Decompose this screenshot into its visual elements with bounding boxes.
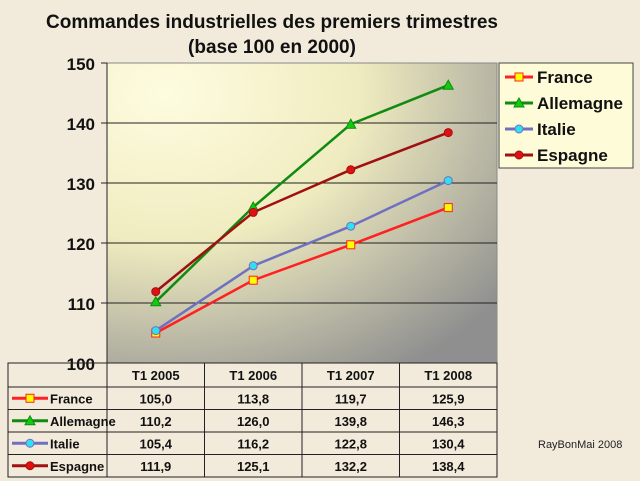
data-label: 105,4 xyxy=(139,436,172,451)
x-tick-label: T1 2006 xyxy=(229,368,277,383)
series-line-espagne xyxy=(154,131,449,293)
data-point-allemagne xyxy=(344,118,357,129)
x-tick-label: T1 2005 xyxy=(132,368,180,383)
credit: RayBonMai 2008 xyxy=(538,439,622,451)
data-point-espagne xyxy=(151,287,161,297)
table-series-label: France xyxy=(50,391,93,406)
data-label: 119,7 xyxy=(335,391,367,406)
data-point-espagne xyxy=(346,165,356,175)
data-label: 116,2 xyxy=(237,436,269,451)
data-point-allemagne xyxy=(513,96,525,108)
data-point-espagne xyxy=(514,150,524,160)
series-line-italie xyxy=(155,179,449,332)
data-point-italie xyxy=(25,438,35,448)
data-label: 110,2 xyxy=(140,414,172,429)
data-point-italie xyxy=(346,221,356,231)
data-point-allemagne xyxy=(149,295,162,307)
series-line-allemagne xyxy=(154,84,449,303)
data-label: 113,8 xyxy=(237,391,269,406)
plot-area xyxy=(106,62,498,364)
table-series-label: Allemagne xyxy=(50,414,116,429)
data-point-italie xyxy=(514,124,524,134)
data-label: 111,9 xyxy=(140,459,171,474)
data-point-france xyxy=(25,393,35,403)
series-line-france xyxy=(155,206,449,335)
data-label: 125,9 xyxy=(432,391,465,406)
data-point-allemagne xyxy=(24,414,36,426)
x-tick-label: T1 2007 xyxy=(327,368,375,383)
data-point-italie xyxy=(151,326,161,336)
y-tick-label: 130 xyxy=(67,175,95,194)
legend-item-espagne: Espagne xyxy=(537,146,608,165)
data-point-france xyxy=(443,203,453,213)
data-label: 139,8 xyxy=(334,414,367,429)
data-point-france xyxy=(248,275,258,285)
data-label: 126,0 xyxy=(237,414,270,429)
data-label: 125,1 xyxy=(237,459,270,474)
y-tick-label: 140 xyxy=(67,115,95,134)
x-tick-label: T1 2008 xyxy=(424,368,472,383)
y-tick-label: 150 xyxy=(67,55,95,74)
data-label: 130,4 xyxy=(432,436,465,451)
data-label: 105,0 xyxy=(139,391,172,406)
data-point-france xyxy=(346,240,356,250)
y-tick-label: 120 xyxy=(67,235,95,254)
data-point-italie xyxy=(443,176,453,186)
table-series-label: Espagne xyxy=(50,459,104,474)
data-label: 146,3 xyxy=(432,414,465,429)
data-point-allemagne xyxy=(442,79,455,90)
chart-title: Commandes industrielles des premiers tri… xyxy=(46,12,498,33)
data-label: 122,8 xyxy=(334,436,367,451)
legend-item-italie: Italie xyxy=(537,120,576,139)
legend-item-allemagne: Allemagne xyxy=(537,94,623,113)
chart-subtitle: (base 100 en 2000) xyxy=(188,37,356,58)
data-point-espagne xyxy=(248,207,258,217)
legend-item-france: France xyxy=(537,68,593,87)
y-tick-label: 110 xyxy=(68,295,95,314)
data-point-france xyxy=(514,72,524,82)
data-label: 132,2 xyxy=(334,459,367,474)
data-point-espagne xyxy=(25,461,35,471)
data-point-espagne xyxy=(443,128,453,138)
data-label: 138,4 xyxy=(432,459,465,474)
table-series-label: Italie xyxy=(50,436,80,451)
data-point-italie xyxy=(248,261,258,271)
y-tick-label: 100 xyxy=(67,355,95,374)
